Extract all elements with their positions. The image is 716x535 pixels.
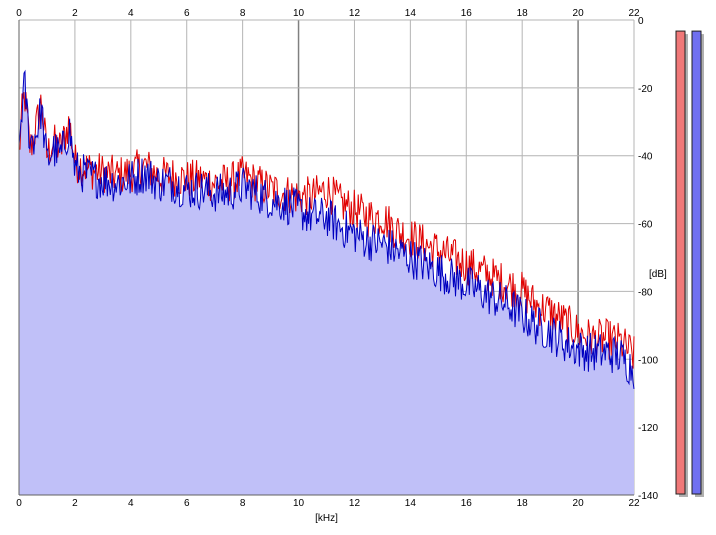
y-tick-label: -140 [638, 491, 658, 502]
series-line-2 [18, 69, 635, 389]
level-meters [675, 30, 704, 498]
x-tick-label-bottom: 14 [405, 498, 417, 509]
x-tick-label-top: 6 [184, 8, 190, 19]
x-tick-label-bottom: 20 [573, 498, 585, 509]
x-tick-label-bottom: 18 [517, 498, 529, 509]
x-tick-label-top: 4 [128, 8, 134, 19]
x-tick-label-top: 8 [240, 8, 246, 19]
x-tick-label-top: 0 [16, 8, 22, 19]
x-tick-label-bottom: 12 [349, 498, 361, 509]
y-tick-label: -20 [638, 84, 653, 95]
x-tick-label-top: 2 [72, 8, 78, 19]
x-tick-label-bottom: 16 [461, 498, 473, 509]
x-tick-label-bottom: 22 [628, 498, 640, 509]
x-axis-label: [kHz] [315, 513, 338, 524]
x-tick-label-top: 20 [573, 8, 585, 19]
series-lines [18, 69, 635, 389]
y-tick-label: -120 [638, 423, 658, 434]
y-tick-label: -60 [638, 220, 653, 231]
x-tick-label-bottom: 4 [128, 498, 134, 509]
level-meter-2 [691, 30, 702, 495]
y-axis-label: [dB] [649, 269, 667, 280]
axes: 002244668810101212141416161818202022220-… [16, 8, 658, 509]
x-tick-label-top: 12 [349, 8, 361, 19]
x-tick-label-top: 10 [293, 8, 305, 19]
level-meter-1 [675, 30, 686, 495]
x-tick-label-bottom: 8 [240, 498, 246, 509]
x-tick-label-top: 14 [405, 8, 417, 19]
series-line-1 [18, 92, 635, 369]
x-tick-label-bottom: 0 [16, 498, 22, 509]
x-tick-label-top: 22 [628, 8, 640, 19]
x-tick-label-bottom: 6 [184, 498, 190, 509]
x-tick-label-bottom: 2 [72, 498, 78, 509]
y-tick-label: 0 [638, 16, 644, 27]
y-tick-label: -80 [638, 287, 653, 298]
spectrum-fill-area [19, 71, 634, 496]
x-tick-label-bottom: 10 [293, 498, 305, 509]
y-tick-label: -40 [638, 152, 653, 163]
y-tick-label: -100 [638, 355, 658, 366]
x-tick-label-top: 16 [461, 8, 473, 19]
x-tick-label-top: 18 [517, 8, 529, 19]
